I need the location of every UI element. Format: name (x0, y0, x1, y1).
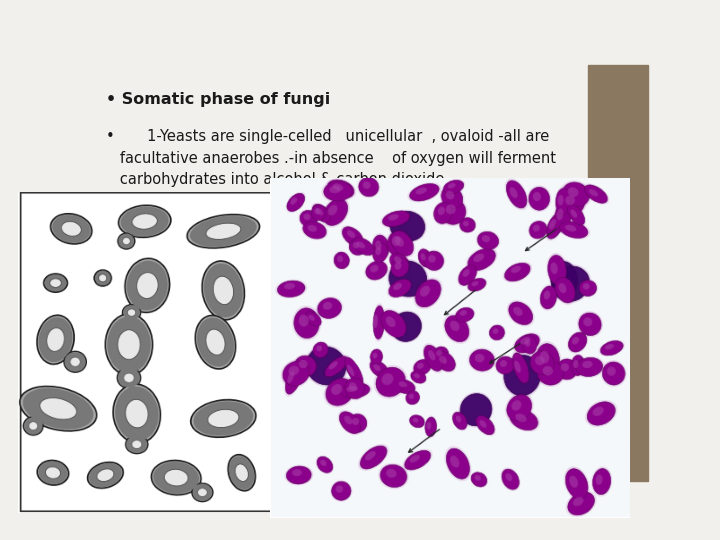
Text: •       1-Yeasts are single-celled   unicellular  , ovaloid -all are
   facultat: • 1-Yeasts are single-celled unicellular… (106, 129, 556, 187)
Bar (588, 65, 648, 481)
Text: • Somatic phase of fungi: • Somatic phase of fungi (106, 92, 330, 107)
